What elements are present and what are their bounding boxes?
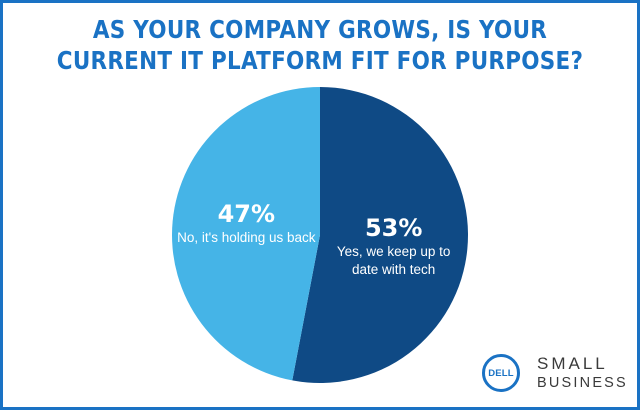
slice-percent-label-0: 53%: [365, 214, 422, 242]
pie-slice-1: [172, 87, 320, 381]
chart-title: AS YOUR COMPANY GROWS, IS YOUR CURRENT I…: [45, 14, 595, 76]
pie-slice-0: [292, 87, 469, 383]
slice-category-label-1-0: No, it's holding us back: [177, 230, 316, 245]
title-line-1: AS YOUR COMPANY GROWS, IS YOUR: [92, 15, 548, 44]
dell-logo-icon: DELL: [482, 354, 520, 392]
logo-text-small: SMALL: [537, 354, 608, 373]
slice-percent-label-1: 47%: [218, 200, 275, 228]
logo-text-business: BUSINESS: [537, 375, 628, 391]
slice-category-label-0-0: Yes, we keep up to: [337, 244, 451, 259]
title-line-2: CURRENT IT PLATFORM FIT FOR PURPOSE?: [56, 46, 584, 75]
dell-small-business-logo: DELL SMALL BUSINESS: [482, 352, 632, 400]
slice-category-label-0-1: date with tech: [352, 262, 435, 277]
